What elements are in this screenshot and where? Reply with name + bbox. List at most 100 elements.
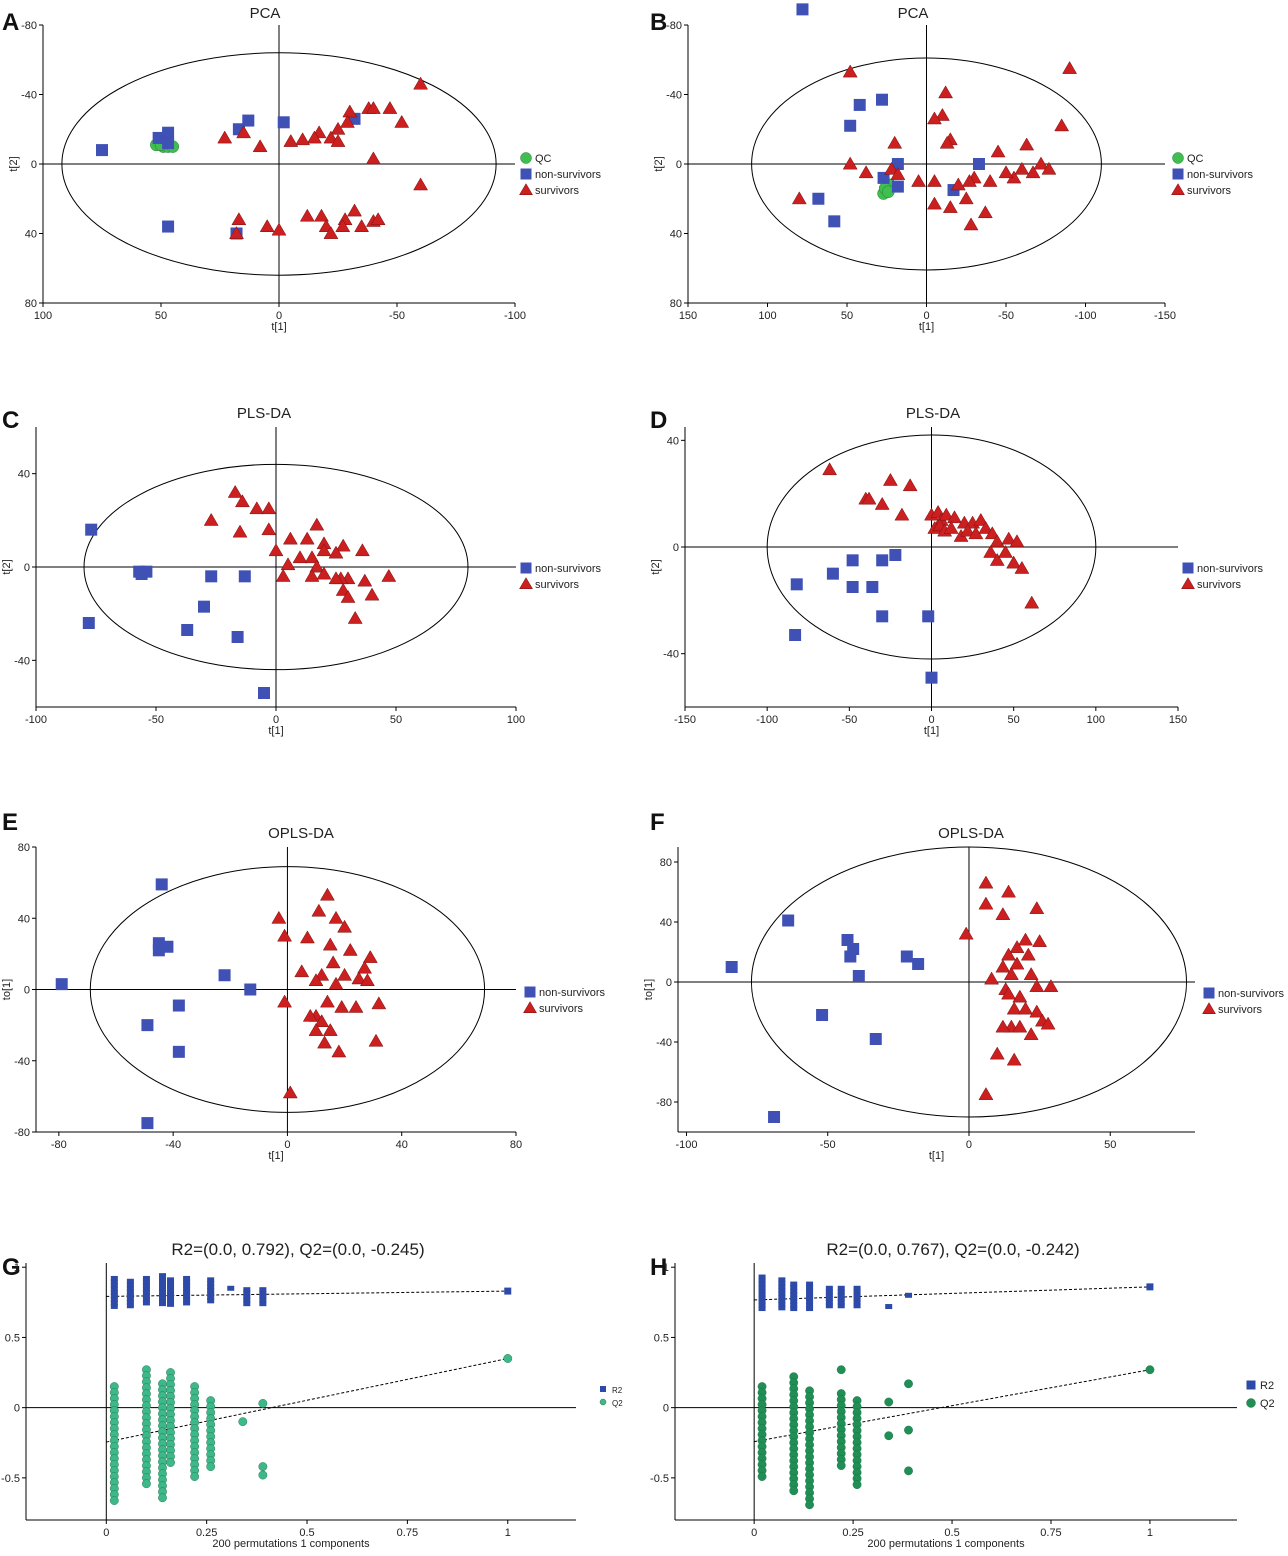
data-point-survivors: [977, 205, 993, 219]
permutation-point-r2: [806, 1292, 814, 1298]
y-tick-label: 40: [660, 917, 672, 929]
data-point-survivors: [365, 151, 381, 165]
y-tick-label: -40: [21, 90, 37, 102]
y-tick-label: 80: [18, 842, 30, 854]
data-point-survivors: [998, 165, 1014, 179]
data-point-survivors: [232, 524, 248, 538]
permutation-point-r2: [790, 1281, 798, 1287]
permutation-point-r2: [853, 1285, 861, 1291]
data-point-survivors: [1018, 1001, 1033, 1015]
data-point-survivors: [1029, 979, 1045, 992]
permutation-point-r2: [207, 1294, 215, 1300]
permutation-point-q2: [836, 1461, 846, 1471]
permutation-point-r2: [806, 1288, 814, 1294]
legend: non-survivors survivors: [523, 986, 606, 1015]
data-point-survivors: [989, 534, 1005, 548]
legend-marker-non-survivors: [1172, 168, 1184, 180]
x-axis-label: t[1]: [268, 1150, 283, 1162]
data-point-survivors: [340, 114, 355, 128]
data-point-survivors: [277, 994, 293, 1008]
series-survivors: [271, 887, 387, 1099]
legend-marker-r2: [1246, 1380, 1256, 1390]
permutation-point-r2: [207, 1287, 215, 1293]
legend-label: non-survivors: [1187, 169, 1254, 181]
legend-marker-non-survivors: [520, 168, 532, 180]
data-point-survivors: [259, 219, 275, 232]
permutation-point-r2: [126, 1282, 134, 1288]
permutation-point-r2: [758, 1299, 766, 1305]
permutation-point-r2: [259, 1294, 267, 1300]
data-point-survivors: [927, 111, 942, 125]
permutation-point-r2: [837, 1303, 845, 1309]
legend: QC non-survivors survivors: [519, 152, 602, 197]
data-point-survivors: [978, 520, 994, 534]
x-tick-label: 0: [103, 1527, 109, 1539]
y-tick-label: -40: [14, 655, 30, 667]
permutation-point-r2: [167, 1301, 175, 1307]
data-point-survivors: [978, 896, 994, 910]
permutation-point-r2: [259, 1301, 267, 1307]
data-point-survivors: [335, 219, 351, 232]
data-point-non-survivors: [844, 950, 857, 963]
data-point-survivors: [1032, 934, 1048, 947]
data-point-non-survivors: [172, 1045, 185, 1058]
data-point-survivors: [1006, 1001, 1022, 1015]
permutation-point-r2: [790, 1302, 798, 1308]
series-survivors: [822, 462, 1040, 609]
legend-marker-q2: [1246, 1398, 1256, 1408]
data-point-non-survivors: [891, 180, 904, 193]
permutation-point-r2: [110, 1293, 118, 1299]
y-tick-label: 80: [660, 857, 672, 869]
data-point-non-survivors: [96, 144, 108, 157]
x-tick-label: -100: [25, 714, 47, 726]
y-tick-label: 0: [24, 562, 30, 574]
y-axis-label: to[1]: [1, 979, 13, 1000]
data-point-survivors: [394, 114, 410, 128]
data-point-survivors: [261, 522, 277, 536]
x-tick-label: -50: [841, 714, 857, 726]
data-point-survivors: [362, 950, 378, 963]
data-point-survivors: [323, 226, 339, 239]
data-point-survivors: [934, 107, 950, 121]
data-point-survivors: [335, 538, 351, 552]
panel-letter: D: [650, 407, 667, 434]
permutation-point-r2: [183, 1279, 191, 1285]
data-point-non-survivors: [218, 969, 231, 982]
data-point-survivors: [943, 520, 959, 534]
x-tick-label: -150: [674, 714, 696, 726]
series-q2: [757, 1365, 1155, 1510]
legend-marker-non-survivors: [524, 986, 536, 998]
permutation-point-r2: [758, 1292, 766, 1298]
permutation-point-r2: [142, 1300, 150, 1306]
legend-marker-qc: [1172, 152, 1184, 164]
data-point-non-survivors: [828, 215, 841, 228]
data-point-survivors: [1019, 137, 1035, 151]
y-tick-label: 40: [670, 229, 682, 241]
permutation-point-r2: [183, 1289, 191, 1295]
data-point-survivors: [234, 494, 250, 508]
legend-marker-survivors: [1181, 577, 1195, 589]
data-point-non-survivors: [925, 671, 938, 684]
permutation-point-q2: [904, 1425, 913, 1435]
permutation-point-r2: [158, 1276, 166, 1282]
data-point-survivors: [249, 501, 265, 515]
chart-title: R2=(0.0, 0.792), Q2=(0.0, -0.245): [171, 1240, 424, 1259]
permutation-point-r2: [142, 1282, 150, 1288]
data-point-survivors: [978, 1087, 994, 1100]
data-point-survivors: [1023, 967, 1039, 980]
permutation-point-r2: [183, 1282, 191, 1288]
series-survivors: [791, 61, 1078, 231]
data-point-survivors: [1023, 1027, 1039, 1040]
x-tick-label: 0: [751, 1527, 757, 1539]
y-tick-label: 80: [25, 298, 37, 310]
permutation-point-r2: [158, 1283, 166, 1289]
permutation-point-r2: [183, 1286, 191, 1292]
data-point-survivors: [978, 875, 994, 889]
data-point-survivors: [354, 219, 370, 232]
data-point-survivors: [252, 139, 268, 153]
permutation-point-q2: [503, 1354, 513, 1363]
legend: R2 Q2: [1246, 1380, 1275, 1410]
permutation-point-r2: [142, 1275, 150, 1281]
data-point-survivors: [1018, 932, 1033, 946]
